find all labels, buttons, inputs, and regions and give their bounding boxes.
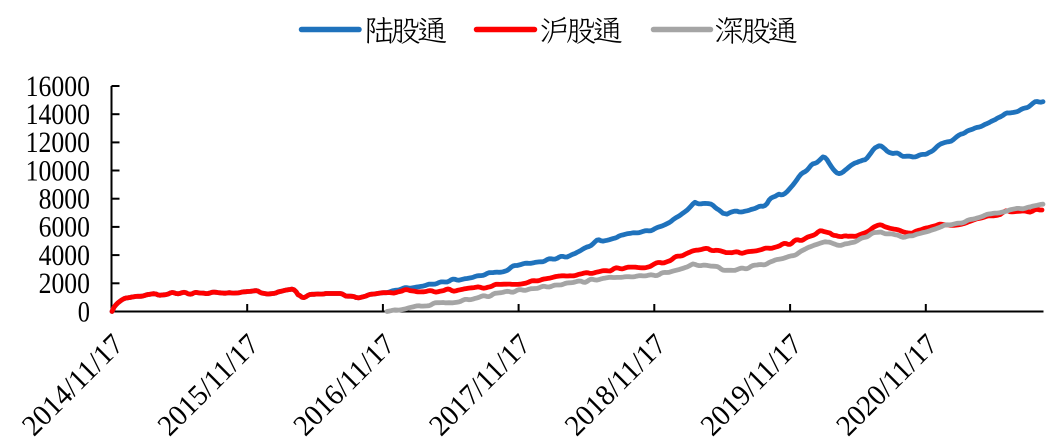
svg-text:10000: 10000 [26, 155, 90, 187]
svg-text:0: 0 [78, 296, 90, 328]
svg-text:14000: 14000 [26, 99, 90, 131]
svg-text:6000: 6000 [39, 212, 90, 244]
svg-text:2000: 2000 [39, 268, 90, 300]
svg-text:4000: 4000 [39, 240, 90, 272]
svg-text:12000: 12000 [26, 127, 90, 159]
svg-text:8000: 8000 [39, 184, 90, 216]
svg-text:16000: 16000 [26, 71, 90, 103]
